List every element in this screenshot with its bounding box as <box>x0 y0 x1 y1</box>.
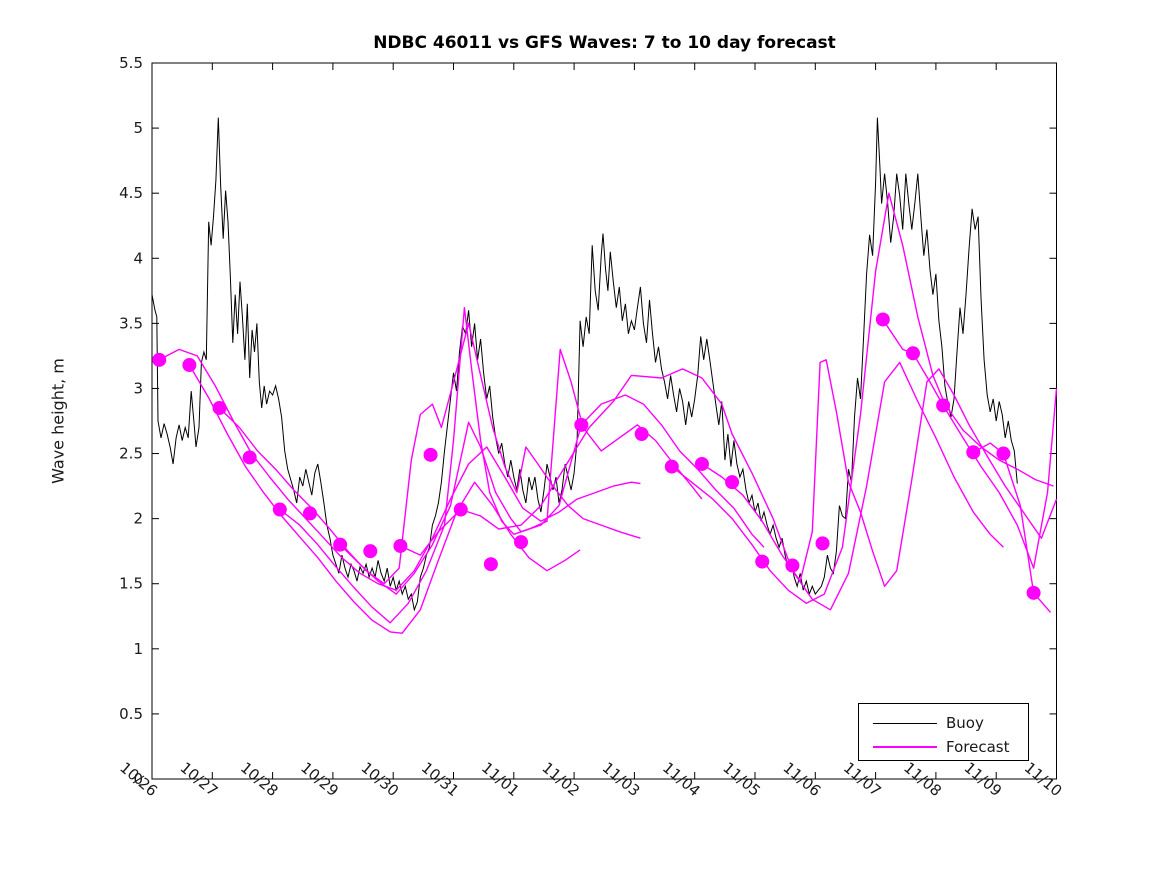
legend-label-buoy: Buoy <box>946 714 984 732</box>
forecast-dot <box>966 445 981 460</box>
y-tick-label: 0 <box>133 770 143 788</box>
forecast-line-sample <box>873 746 937 748</box>
forecast-dot <box>905 346 920 361</box>
chart-title: NDBC 46011 vs GFS Waves: 7 to 10 day for… <box>373 33 836 53</box>
forecast-dot <box>453 502 468 517</box>
forecast-line <box>400 361 1004 611</box>
forecast-dot <box>333 537 348 552</box>
forecast-dot <box>393 538 408 553</box>
forecast-dot <box>514 535 529 550</box>
legend-entry-buoy: Buoy <box>859 710 1028 736</box>
y-tick-label: 4.5 <box>119 184 143 202</box>
y-tick-label: 1 <box>133 640 143 658</box>
forecast-dot <box>694 456 709 471</box>
forecast-dot <box>483 557 498 572</box>
forecast-dot <box>152 352 167 367</box>
y-tick-label: 3 <box>133 379 143 397</box>
legend: Buoy Forecast <box>858 703 1029 761</box>
forecast-dot <box>1026 585 1041 600</box>
forecast-dot <box>875 312 890 327</box>
forecast-line <box>219 322 641 585</box>
forecast-dot <box>634 427 649 442</box>
forecast-dot <box>182 358 197 373</box>
forecast-dot <box>212 400 227 415</box>
forecast-dot <box>815 536 830 551</box>
forecast-dot <box>423 447 438 462</box>
forecast-dot <box>363 544 378 559</box>
forecast-line <box>701 359 1058 587</box>
forecast-dot <box>272 502 287 517</box>
y-tick-label: 5.5 <box>119 54 143 72</box>
forecast-dot <box>242 450 257 465</box>
axes-box <box>151 62 1057 780</box>
forecast-dot <box>725 475 740 490</box>
forecast-dot <box>574 417 589 432</box>
buoy-line-sample <box>873 722 937 724</box>
y-tick-label: 4 <box>133 249 143 267</box>
y-tick-label: 2 <box>133 510 143 528</box>
y-tick-label: 2.5 <box>119 445 143 463</box>
forecast-line <box>339 394 765 595</box>
forecast-dot <box>755 554 770 569</box>
forecast-line <box>188 364 581 634</box>
forecast-dot <box>302 506 317 521</box>
legend-entry-forecast: Forecast <box>859 734 1028 760</box>
y-tick-label: 1.5 <box>119 575 143 593</box>
legend-label-forecast: Forecast <box>946 738 1010 756</box>
forecast-line <box>671 192 1054 604</box>
forecast-dot <box>996 446 1011 461</box>
forecast-dot <box>936 398 951 413</box>
y-tick-label: 3.5 <box>119 314 143 332</box>
y-tick-label: 0.5 <box>119 705 143 723</box>
forecast-dot <box>785 558 800 573</box>
y-tick-label: 5 <box>133 119 143 137</box>
forecast-dot <box>664 459 679 474</box>
forecast-line <box>279 307 703 624</box>
buoy-line <box>151 117 1018 612</box>
